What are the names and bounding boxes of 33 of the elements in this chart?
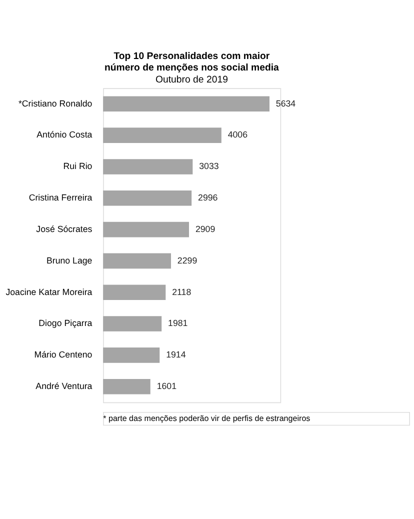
bar <box>103 96 270 112</box>
data-label: 2909 <box>195 224 216 234</box>
y-tick-label: Cristina Ferreira <box>28 192 92 203</box>
data-label: 4006 <box>228 130 248 140</box>
data-label: 3033 <box>199 161 219 172</box>
bar <box>103 378 150 394</box>
data-label: 5634 <box>276 98 296 108</box>
data-label: 2299 <box>177 255 198 266</box>
data-label: 1601 <box>156 381 177 392</box>
bar <box>103 128 222 143</box>
y-tick-label: Diogo Piçarra <box>38 318 92 328</box>
bar <box>103 348 160 363</box>
bar <box>103 253 171 269</box>
bar <box>103 284 166 300</box>
bar <box>103 222 190 238</box>
y-tick-label: Mário Centeno <box>34 350 92 360</box>
bar <box>103 316 162 332</box>
data-label: 2996 <box>198 192 218 203</box>
y-tick-label: António Costa <box>36 130 92 140</box>
bar <box>103 159 193 174</box>
y-tick-label: André Ventura <box>36 381 92 392</box>
y-tick-label: *Cristiano Ronaldo <box>18 98 92 108</box>
bar <box>103 190 192 206</box>
y-tick-label: Bruno Lage <box>46 255 92 266</box>
chart-title: Top 10 Personalidades com maior número de menções nos social media <box>104 51 280 74</box>
text: * parte das menções poderão vir de perfis de estrangeiros <box>103 414 310 423</box>
data-label: 2118 <box>172 286 192 297</box>
data-label: 1981 <box>168 318 188 328</box>
data-label: 1914 <box>166 350 186 360</box>
y-tick-label: José Sócrates <box>36 224 93 234</box>
y-tick-label: Joacine Katar Moreira <box>6 286 92 297</box>
y-tick-label: Rui Rio <box>63 161 92 172</box>
chart-subtitle: Outubro de 2019 <box>155 74 228 86</box>
